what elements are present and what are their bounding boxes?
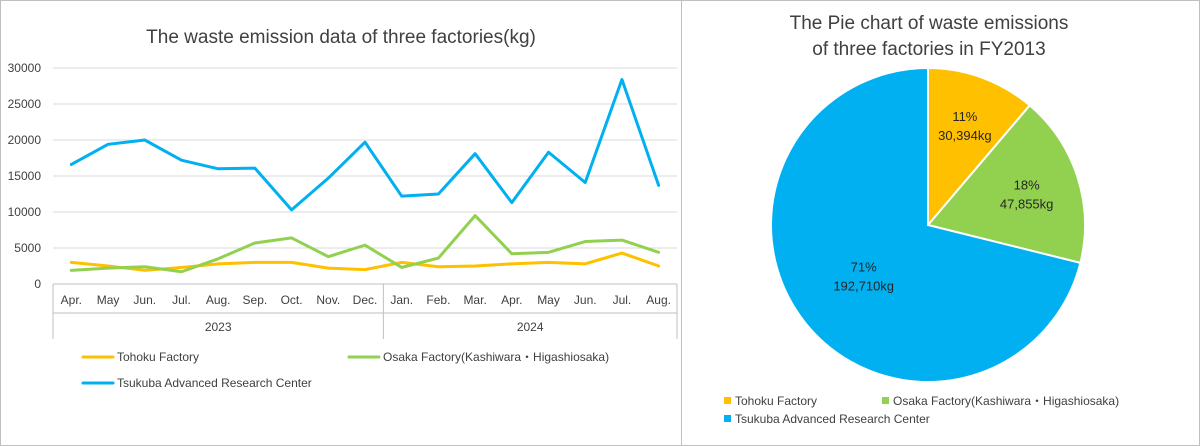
legend-swatch [882,397,889,404]
line-chart: The waste emission data of three factori… [8,27,678,390]
x-tick-label: Jul. [613,293,632,307]
pie-slice [927,66,1032,228]
x-tick-label: Jun. [574,293,597,307]
pie-percent-label: 71% [851,259,877,274]
series-line [69,78,661,212]
x-tick-label: Nov. [316,293,340,307]
series-line [69,214,661,274]
pie-chart-legend: Tohoku Factory Osaka Factory(Kashiwara・Hi… [724,394,1119,426]
x-tick-label: May [537,293,560,307]
legend-label: Osaka Factory(Kashiwara・Higashiosaka) [893,394,1119,408]
legend-swatch [724,415,731,422]
legend-label: Tsukuba Advanced Research Center [735,412,930,426]
y-tick-label: 15000 [8,169,42,183]
x-tick-label: Jun. [133,293,156,307]
line-chart-legend: Tohoku Factory Osaka Factory(Kashiwara・Hi… [81,350,609,390]
x-tick-label: Aug. [646,293,671,307]
pie-value-label: 30,394kg [938,128,992,143]
pie-percent-label: 18% [1014,177,1040,192]
y-tick-label: 5000 [14,241,41,255]
line-chart-y-ticks: 30000 25000 20000 15000 10000 5000 0 [8,61,42,291]
legend-label: Tohoku Factory [117,350,199,364]
pie-chart-panel: The Pie chart of waste emissions of thre… [682,1,1199,445]
legend-label: Tsukuba Advanced Research Center [117,376,312,390]
x-tick-label: Oct. [281,293,303,307]
x-tick-label: Apr. [501,293,522,307]
x-group-label: 2024 [517,320,544,334]
x-tick-label: Jan. [390,293,413,307]
pie-chart-slices [770,66,1086,383]
x-tick-label: Jul. [172,293,191,307]
y-tick-label: 30000 [8,61,42,75]
x-tick-label: Apr. [61,293,82,307]
legend-label: Tohoku Factory [735,394,817,408]
x-tick-label: May [97,293,120,307]
legend-swatch [724,397,731,404]
x-tick-label: Mar. [463,293,486,307]
pie-chart: The Pie chart of waste emissions of thre… [724,13,1119,426]
x-tick-label: Aug. [206,293,231,307]
line-chart-title: The waste emission data of three factori… [146,27,536,48]
y-tick-label: 0 [34,277,41,291]
pie-chart-labels: 11% 30,394kg 18% 47,855kg 71% 192,710kg [833,109,1053,293]
pie-percent-label: 11% [952,109,977,124]
pie-chart-title-line-2: of three factories in FY2013 [812,39,1045,60]
legend-label: Osaka Factory(Kashiwara・Higashiosaka) [383,350,609,364]
y-tick-label: 10000 [8,205,42,219]
line-chart-x-axis: Apr. May Jun. Jul. Aug. Sep. Oct. Nov. Dec. Jan. F… [52,284,678,339]
y-tick-label: 20000 [8,133,42,147]
y-tick-label: 25000 [8,97,42,111]
x-tick-label: Dec. [353,293,378,307]
line-chart-series [69,78,661,274]
pie-slice [926,103,1086,265]
x-group-label: 2023 [205,320,232,334]
pie-value-label: 192,710kg [833,278,894,293]
line-chart-panel: The waste emission data of three factori… [1,1,682,445]
pie-value-label: 47,855kg [1000,196,1053,211]
pie-slice [770,66,1082,383]
series-line [69,251,661,272]
line-chart-grid [53,67,677,285]
pie-chart-title-line-1: The Pie chart of waste emissions [790,13,1069,34]
x-tick-label: Sep. [243,293,268,307]
x-tick-label: Feb. [426,293,450,307]
